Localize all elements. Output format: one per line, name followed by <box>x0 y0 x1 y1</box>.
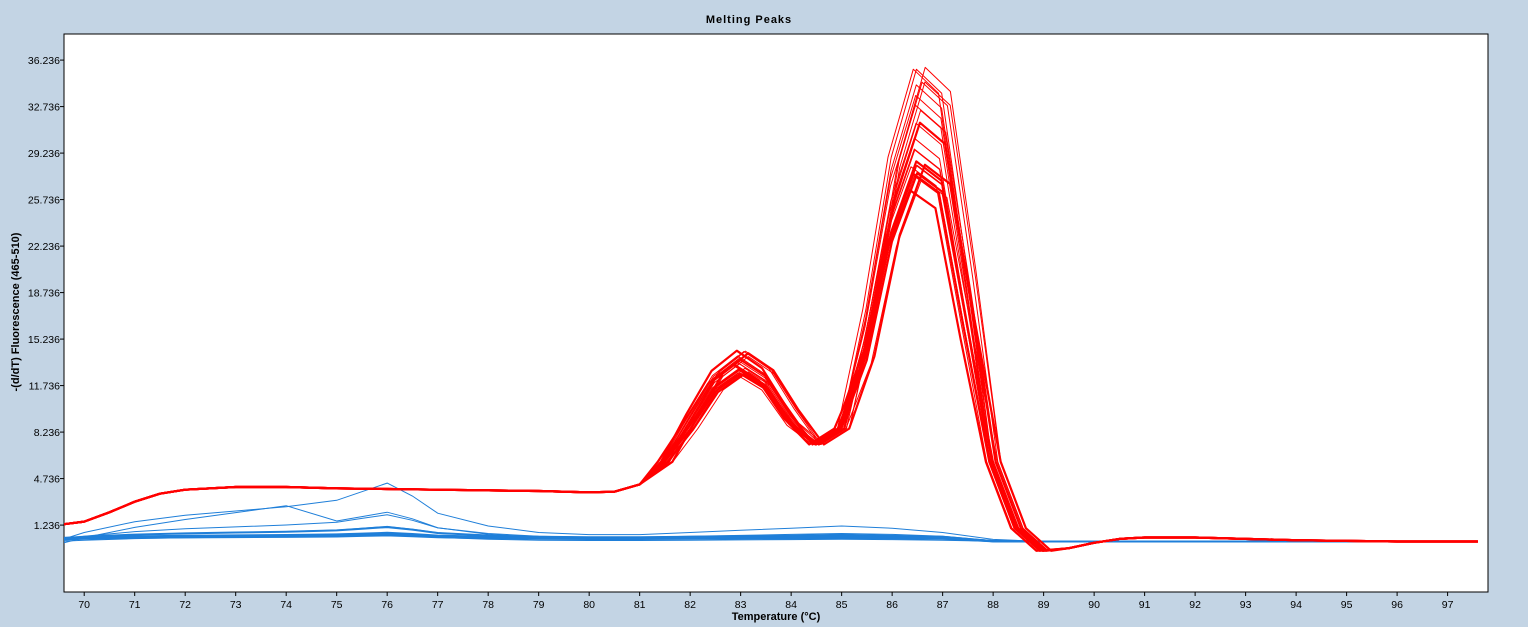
x-tick-label: 70 <box>78 599 90 611</box>
red-curve <box>64 68 1478 552</box>
x-tick-label: 93 <box>1240 599 1252 611</box>
x-tick-label: 74 <box>280 599 292 611</box>
x-tick-label: 95 <box>1341 599 1353 611</box>
y-tick-label: 32.736 <box>28 102 60 114</box>
x-tick-label: 90 <box>1088 599 1100 611</box>
x-tick-label: 77 <box>432 599 444 611</box>
blue-curve <box>64 533 1478 543</box>
x-tick-label: 86 <box>886 599 898 611</box>
x-tick-label: 76 <box>381 599 393 611</box>
x-tick-label: 96 <box>1391 599 1403 611</box>
melting-curves <box>64 66 1478 552</box>
x-tick-label: 94 <box>1290 599 1302 611</box>
y-tick-label: 25.736 <box>28 195 60 207</box>
x-tick-label: 92 <box>1189 599 1201 611</box>
y-tick-label: 11.736 <box>29 381 60 393</box>
x-tick-label: 81 <box>634 599 646 611</box>
x-tick-label: 71 <box>129 599 141 611</box>
x-axis-ticks: 70 71 72 73 74 75 76 77 78 79 80 81 82 83 84 85 86 87 88 89… <box>78 592 1454 611</box>
x-tick-label: 83 <box>735 599 747 611</box>
x-axis-label: Temperature (°C) <box>732 611 821 623</box>
y-tick-label: 29.236 <box>28 148 60 160</box>
y-tick-label: 22.236 <box>28 241 60 253</box>
x-tick-label: 75 <box>331 599 343 611</box>
x-tick-label: 91 <box>1139 599 1151 611</box>
x-tick-label: 80 <box>583 599 595 611</box>
y-tick-label: 8.236 <box>34 427 60 439</box>
y-tick-label: 36.236 <box>28 55 60 67</box>
x-tick-label: 72 <box>179 599 191 611</box>
plot-area <box>63 33 1489 593</box>
x-tick-label: 97 <box>1442 599 1454 611</box>
x-tick-label: 87 <box>937 599 949 611</box>
x-tick-label: 78 <box>482 599 494 611</box>
y-tick-label: 18.736 <box>28 288 60 300</box>
x-tick-label: 84 <box>785 599 797 611</box>
y-axis-ticks: 1.236 4.736 8.236 11.736 15.236 18.736 22.236 2… <box>28 55 64 532</box>
x-tick-label: 82 <box>684 599 696 611</box>
y-axis-label: -(d/dT) Fluorescence (465-510) <box>10 232 22 391</box>
x-tick-label: 88 <box>987 599 999 611</box>
x-tick-label: 89 <box>1038 599 1050 611</box>
x-tick-label: 85 <box>836 599 848 611</box>
x-tick-label: 79 <box>533 599 545 611</box>
y-tick-label: 15.236 <box>28 334 60 346</box>
y-tick-label: 1.236 <box>34 520 60 532</box>
chart-title: Melting Peaks <box>706 14 792 26</box>
y-tick-label: 4.736 <box>34 474 60 486</box>
x-tick-label: 73 <box>230 599 242 611</box>
